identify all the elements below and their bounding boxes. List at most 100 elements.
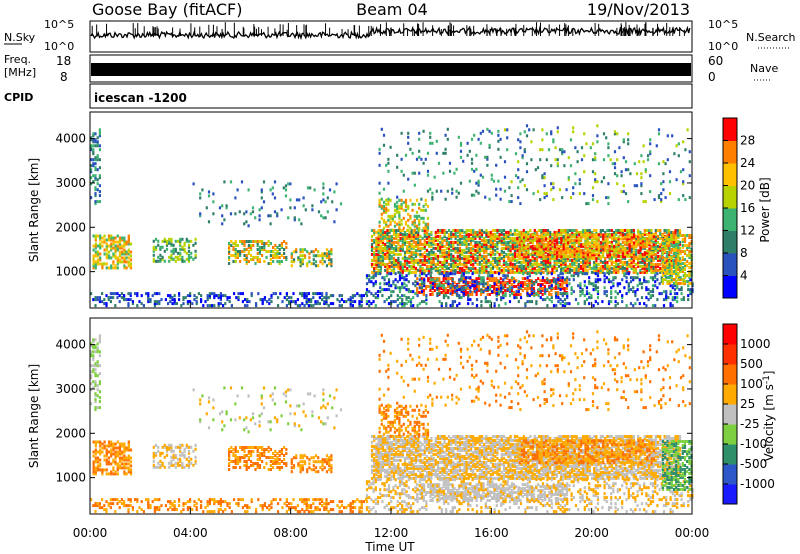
echo-cell <box>657 162 661 166</box>
echo-cell <box>507 264 510 268</box>
echo-cell <box>250 246 253 249</box>
echo-cell <box>579 266 583 270</box>
echo-cell <box>474 268 477 272</box>
echo-cell <box>239 250 242 253</box>
echo-cell <box>287 182 290 186</box>
echo-cell <box>465 242 468 246</box>
echo-cell <box>517 196 520 200</box>
echo-cell <box>380 127 383 131</box>
echo-cell <box>588 229 591 232</box>
echo-cell <box>626 229 629 232</box>
echo-cell <box>654 254 657 258</box>
echo-cell <box>501 281 505 285</box>
echo-cell <box>105 248 108 252</box>
echo-cell <box>557 244 561 248</box>
echo-cell <box>441 242 444 246</box>
echo-cell <box>322 216 325 220</box>
echo-cell <box>508 279 511 283</box>
echo-cell <box>186 294 189 298</box>
echo-cell <box>629 280 633 284</box>
echo-cell <box>96 298 99 302</box>
echo-cell <box>167 302 170 306</box>
echo-cell <box>645 296 648 300</box>
echo-cell <box>511 240 514 244</box>
echo-cell <box>584 229 587 232</box>
echo-cell <box>127 238 130 242</box>
echo-cell <box>374 282 377 286</box>
echo-cell <box>654 304 657 308</box>
echo-cell <box>379 268 382 272</box>
echo-cell <box>90 164 93 168</box>
echo-cell <box>570 286 573 290</box>
echo-cell <box>531 268 534 272</box>
echo-cell <box>401 282 404 286</box>
echo-cell <box>487 270 490 274</box>
echo-cell <box>378 220 381 224</box>
echo-cell <box>326 196 329 200</box>
echo-cell <box>230 304 233 308</box>
echo-cell <box>123 266 126 270</box>
echo-cell <box>397 256 400 260</box>
echo-cell <box>385 163 388 167</box>
echo-cell <box>661 244 665 247</box>
echo-cell <box>474 258 477 262</box>
echo-cell <box>502 240 506 244</box>
echo-cell <box>606 270 609 274</box>
echo-cell <box>542 264 545 268</box>
echo-cell <box>639 270 642 274</box>
echo-cell <box>562 236 565 240</box>
echo-cell <box>305 294 308 298</box>
echo-cell <box>505 230 508 234</box>
echo-cell <box>513 264 517 268</box>
echo-cell <box>572 192 575 196</box>
echo-cell <box>596 124 599 128</box>
echo-cell <box>373 270 376 274</box>
echo-cell <box>461 230 464 234</box>
echo-cell <box>577 274 580 278</box>
echo-cell <box>370 258 374 262</box>
echo-cell <box>421 262 424 266</box>
echo-cell <box>544 264 547 268</box>
echo-cell <box>280 208 283 212</box>
echo-cell <box>296 298 299 302</box>
echo-cell <box>368 304 371 308</box>
echo-cell <box>513 280 516 284</box>
echo-cell <box>617 266 620 270</box>
echo-cell <box>293 218 296 222</box>
echo-cell <box>496 250 499 254</box>
echo-cell <box>489 234 492 238</box>
echo-cell <box>99 258 102 262</box>
echo-cell <box>511 262 514 266</box>
echo-cell <box>439 268 442 272</box>
echo-cell <box>495 193 498 197</box>
echo-cell <box>403 236 407 240</box>
echo-cell <box>550 164 553 168</box>
echo-cell <box>112 242 115 246</box>
echo-cell <box>392 256 396 260</box>
echo-cell <box>451 302 454 306</box>
echo-cell <box>458 278 461 282</box>
echo-cell <box>125 256 128 260</box>
echo-cell <box>606 234 609 238</box>
echo-cell <box>99 244 102 248</box>
echo-cell <box>405 302 408 306</box>
echo-cell <box>592 288 595 292</box>
echo-cell <box>596 292 600 296</box>
echo-cell <box>643 254 646 258</box>
echo-cell <box>582 242 585 246</box>
echo-cell <box>431 197 434 201</box>
echo-cell <box>402 208 405 212</box>
echo-cell <box>518 246 521 250</box>
echo-cell <box>416 277 419 281</box>
echo-cell <box>377 234 380 238</box>
echo-cell <box>390 234 393 238</box>
echo-cell <box>539 287 542 290</box>
echo-cell <box>656 264 660 268</box>
echo-cell <box>680 288 683 292</box>
echo-cell <box>661 256 665 259</box>
echo-cell <box>689 292 692 296</box>
echo-cell <box>550 281 553 285</box>
echo-cell <box>548 280 551 284</box>
echo-cell <box>588 262 591 266</box>
echo-cell <box>496 246 499 250</box>
